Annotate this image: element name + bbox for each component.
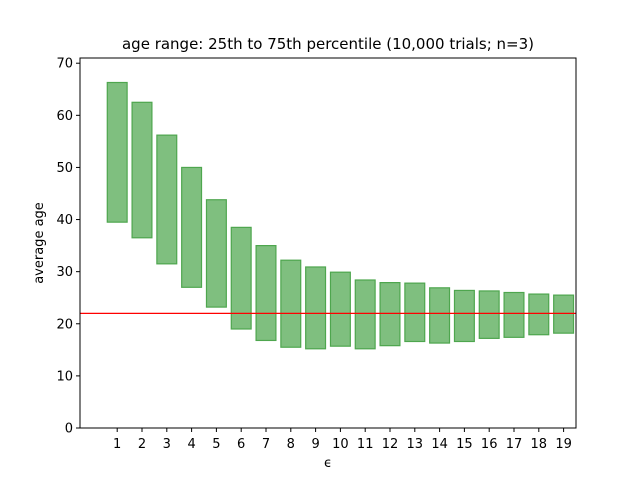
x-tick-label: 19 [555,437,572,452]
y-tick-label: 50 [56,161,73,176]
y-axis: 0 10 20 30 40 50 60 70 [56,57,80,437]
y-axis-label: average age [32,202,47,284]
range-bar-3 [156,134,178,265]
plot-area-frame [79,57,577,429]
range-bar-5 [205,199,227,308]
y-tick-label: 40 [56,213,73,228]
x-tick-label: 5 [212,437,220,452]
x-tick-label: 9 [311,437,319,452]
x-tick-label: 13 [407,437,424,452]
y-tick-label: 30 [56,265,73,280]
x-tick-label: 17 [506,437,523,452]
range-bar-1 [106,81,128,223]
range-bar-6 [230,226,252,330]
x-axis-label: ϵ [324,456,332,471]
range-bar-10 [329,271,351,347]
x-tick-label: 14 [431,437,448,452]
x-axis: 1 2 3 4 5 6 7 8 9 10 11 12 13 14 15 16 17 18 19 [113,428,572,452]
range-bar-4 [181,166,203,288]
range-bar-7 [255,245,277,342]
range-bar-8 [280,259,302,348]
x-tick-label: 12 [382,437,399,452]
range-bar-16 [478,290,500,339]
x-tick-label: 2 [138,437,146,452]
range-bar-18 [528,293,550,336]
x-tick-label: 1 [113,437,121,452]
chart-title: age range: 25th to 75th percentile (10,0… [122,35,534,53]
range-bar-14 [429,287,451,344]
x-tick-label: 11 [357,437,374,452]
x-tick-label: 8 [287,437,295,452]
range-bar-17 [503,291,525,338]
range-bar-19 [553,294,575,334]
x-tick-label: 10 [332,437,349,452]
x-tick-label: 16 [481,437,498,452]
range-bar-2 [131,101,153,239]
y-tick-label: 0 [65,422,73,437]
range-bar-15 [453,289,475,343]
y-tick-label: 10 [56,369,73,384]
x-tick-label: 18 [531,437,548,452]
x-tick-label: 7 [262,437,270,452]
y-tick-label: 20 [56,317,73,332]
y-tick-label: 60 [56,109,73,124]
range-bar-11 [354,279,376,350]
range-bar-12 [379,282,401,347]
x-tick-label: 6 [237,437,245,452]
range-bar-13 [404,282,426,343]
x-tick-label: 15 [456,437,473,452]
x-tick-label: 3 [163,437,171,452]
range-bar-9 [305,266,327,350]
x-tick-label: 4 [187,437,195,452]
bars-layer [106,81,575,350]
y-tick-label: 70 [56,57,73,72]
